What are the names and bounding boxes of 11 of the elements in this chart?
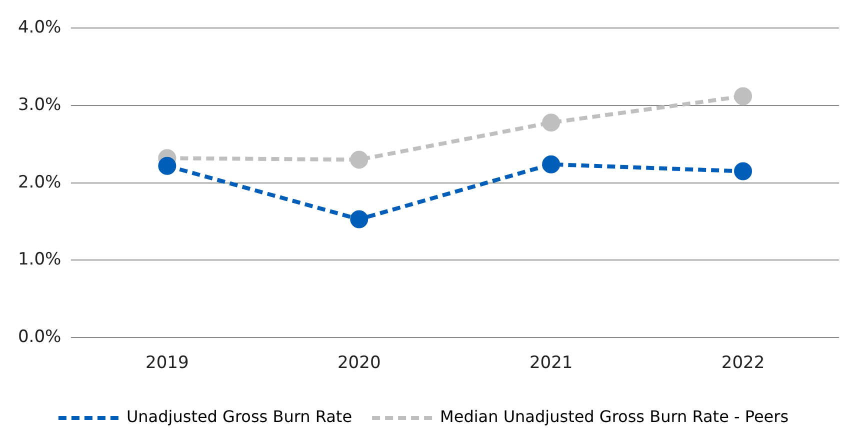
legend-label: Median Unadjusted Gross Burn Rate - Peers (440, 407, 789, 426)
x-tick-label: 2022 (721, 353, 765, 374)
y-tick-label: 3.0% (18, 94, 62, 115)
y-tick-label: 0.0% (18, 327, 62, 348)
y-tick-label: 2.0% (18, 172, 62, 192)
y-tick-label: 4.0% (18, 18, 62, 38)
x-tick-label: 2020 (337, 353, 381, 374)
legend-label: Unadjusted Gross Burn Rate (126, 407, 352, 426)
x-tick-label: 2019 (146, 353, 189, 374)
y-tick-label: 1.0% (18, 250, 62, 270)
x-tick-label: 2021 (529, 353, 573, 374)
